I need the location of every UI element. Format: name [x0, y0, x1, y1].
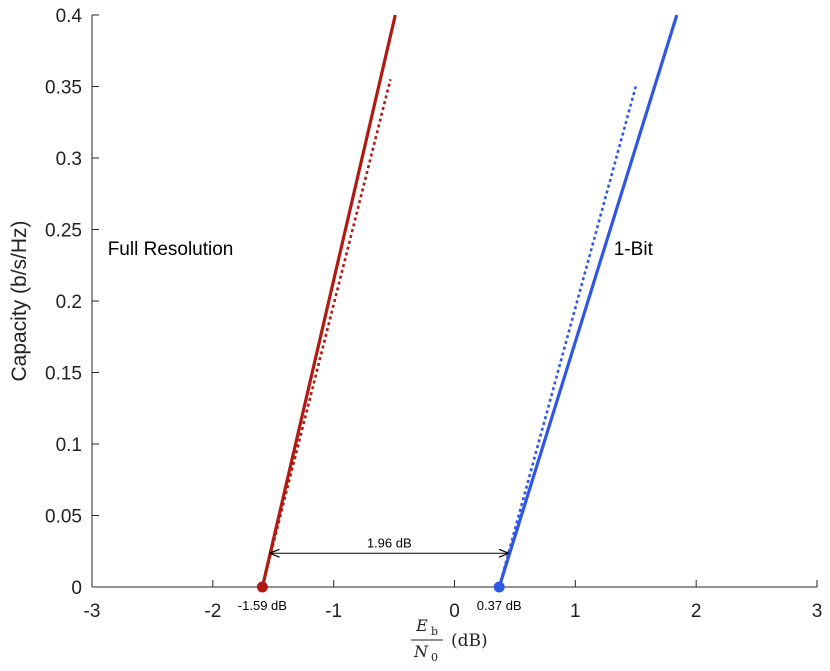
y-tick-label: 0.15: [45, 364, 82, 385]
y-tick-label: 0.1: [56, 435, 82, 456]
annotation-layer: -1.59 dB 0.37 dB 1.96 dB Full Resolution 1-B…: [108, 239, 654, 613]
axes: 0 0.05 0.1 0.15 0.2 0.25 0.3 0.35 0.4 -3 -2 -1 0 1 2 3 C…: [8, 6, 822, 664]
x-tick-label: 2: [691, 601, 702, 622]
series-annotation: Full Resolution: [108, 239, 234, 260]
series-annotation: 1-Bit: [614, 239, 654, 260]
x-tick-label: 1: [570, 601, 581, 622]
x-tick-label: -1: [325, 601, 342, 622]
y-tick-label: 0: [71, 578, 82, 599]
y-tick-label: 0.05: [45, 507, 82, 528]
x-label-denominator-sub: 0: [431, 651, 438, 664]
y-tick-label: 0.3: [56, 149, 82, 170]
series-dotted-line-full-resolution: [261, 79, 392, 588]
y-tick-label: 0.35: [45, 78, 82, 99]
x-label-numerator-sub: b: [431, 625, 438, 638]
series-line-1-bit: [497, 14, 679, 588]
y-tick-label: 0.4: [56, 6, 83, 27]
point-marker: [493, 581, 505, 593]
series-line-full-resolution: [260, 14, 397, 588]
x-label-denominator: N: [413, 642, 429, 661]
x-tick-label: -2: [204, 601, 221, 622]
series-dotted-line-1-bit: [497, 86, 638, 588]
series-layer: [256, 14, 679, 593]
x-tick-label: -3: [84, 601, 101, 622]
x-label-numerator: E: [415, 616, 428, 635]
point-marker: [256, 581, 268, 593]
point-label: -1.59 dB: [238, 598, 287, 613]
y-tick-label: 0.25: [45, 221, 82, 242]
x-label-unit: (dB): [451, 631, 488, 651]
gap-arrow-label: 1.96 dB: [367, 535, 412, 550]
x-tick-label: 0: [449, 601, 460, 622]
y-axis-label: Capacity (b/s/Hz): [8, 220, 31, 381]
y-tick-label: 0.2: [56, 292, 82, 313]
x-tick-label: 3: [812, 601, 823, 622]
point-label: 0.37 dB: [477, 598, 522, 613]
